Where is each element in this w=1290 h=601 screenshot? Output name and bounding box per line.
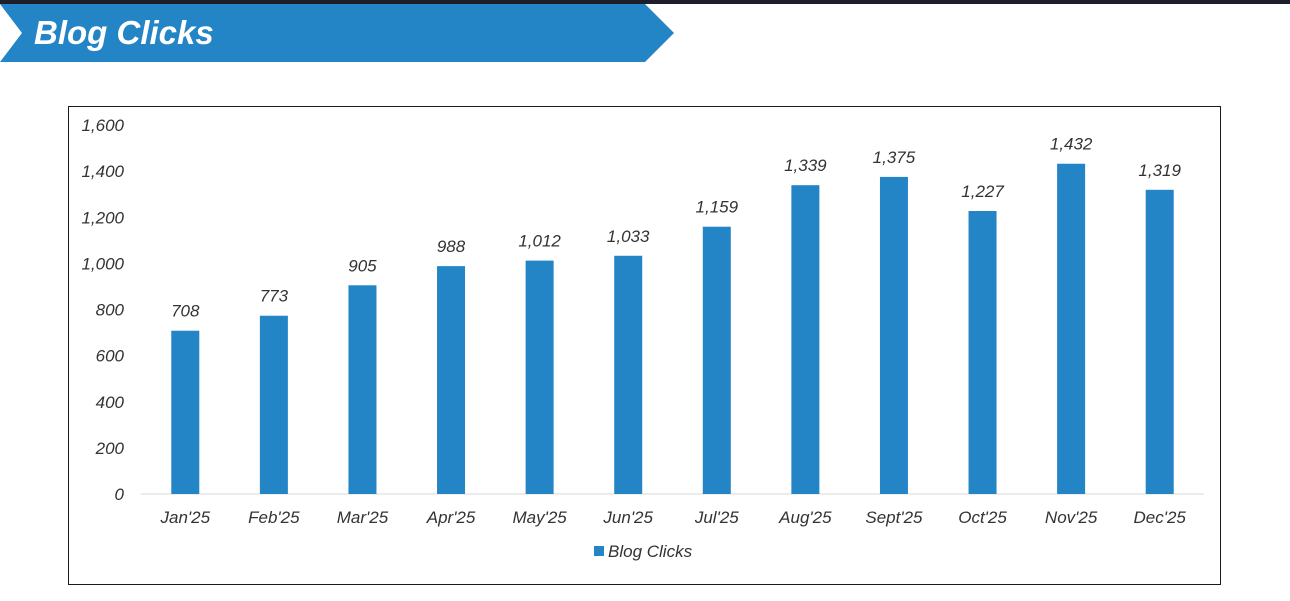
x-tick-label: Oct'25	[958, 508, 1007, 527]
page-title: Blog Clicks	[34, 14, 214, 51]
data-label: 905	[348, 256, 377, 275]
x-tick-label: Jun'25	[602, 508, 653, 527]
bar-chart: 0 200 400 600 800 1,000 1,200 1,400 1,600 708 Jan'…	[81, 116, 1204, 561]
legend-label: Blog Clicks	[608, 542, 693, 561]
y-tick-label: 400	[96, 393, 125, 412]
data-label: 988	[437, 237, 466, 256]
data-label: 1,319	[1138, 161, 1181, 180]
y-tick-label: 0	[115, 485, 125, 504]
bar	[1057, 163, 1086, 494]
data-label: 1,033	[607, 227, 650, 246]
chart-frame: 0 200 400 600 800 1,000 1,200 1,400 1,600 708 Jan'…	[68, 106, 1221, 585]
top-rule	[0, 0, 1290, 4]
title-banner: Blog Clicks	[0, 4, 680, 62]
data-label: 773	[260, 287, 289, 306]
x-tick-label: Jul'25	[694, 508, 739, 527]
y-tick-label: 1,600	[81, 116, 124, 135]
data-label: 1,375	[873, 148, 916, 167]
y-tick-label: 1,400	[81, 162, 124, 181]
x-tick-label: Mar'25	[337, 508, 389, 527]
x-tick-label: Aug'25	[778, 508, 832, 527]
data-label: 708	[171, 302, 200, 321]
x-tick-label: Dec'25	[1134, 508, 1187, 527]
bar	[791, 185, 820, 494]
bar	[968, 211, 997, 494]
bar	[879, 176, 908, 494]
x-tick-label: Apr'25	[426, 508, 476, 527]
x-tick-label: Nov'25	[1045, 508, 1098, 527]
y-tick-label: 600	[96, 347, 125, 366]
y-tick-label: 200	[95, 439, 125, 458]
x-tick-label: Sept'25	[865, 508, 923, 527]
y-tick-label: 1,000	[81, 254, 124, 273]
data-label: 1,012	[518, 232, 561, 251]
bar	[525, 260, 554, 494]
data-label: 1,227	[961, 182, 1004, 201]
banner-arrow-shape	[0, 4, 674, 62]
data-label: 1,159	[696, 198, 739, 217]
bar	[259, 315, 288, 494]
data-label: 1,339	[784, 156, 827, 175]
data-label: 1,432	[1050, 135, 1093, 154]
bar	[614, 255, 643, 494]
legend-swatch	[594, 546, 604, 556]
x-tick-label: Jan'25	[160, 508, 211, 527]
bar	[702, 226, 731, 494]
x-tick-label: Feb'25	[248, 508, 300, 527]
y-tick-label: 1,200	[81, 208, 124, 227]
bar	[171, 330, 200, 494]
y-tick-label: 800	[96, 301, 125, 320]
bar	[348, 285, 377, 494]
bar	[1145, 189, 1174, 494]
x-tick-label: May'25	[512, 508, 567, 527]
bar	[437, 266, 466, 494]
